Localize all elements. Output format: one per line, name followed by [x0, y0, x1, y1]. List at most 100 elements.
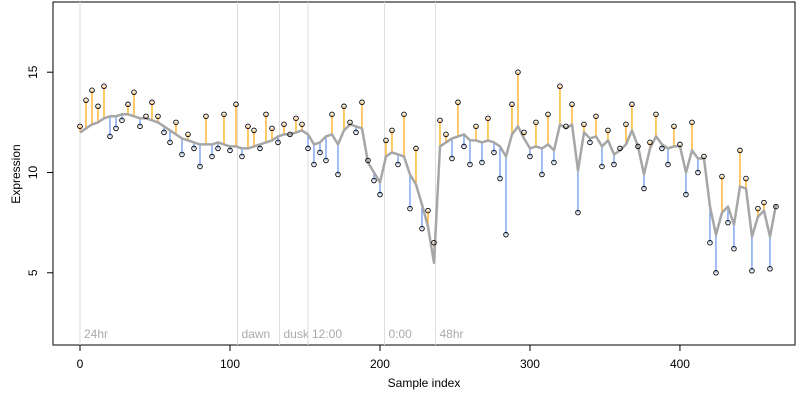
y-tick-label: 5	[26, 269, 40, 276]
point	[83, 97, 89, 104]
point	[611, 161, 617, 168]
point	[605, 127, 611, 134]
point	[731, 245, 737, 252]
point	[467, 161, 473, 168]
point	[227, 147, 233, 154]
point	[329, 111, 335, 118]
point	[221, 111, 227, 118]
point	[683, 191, 689, 198]
point	[539, 171, 545, 178]
point	[341, 103, 347, 110]
point	[563, 123, 569, 130]
point	[761, 199, 767, 206]
x-tick-label: 300	[520, 357, 540, 371]
event-label: 0:00	[388, 327, 412, 341]
point	[581, 121, 587, 128]
point	[437, 117, 443, 124]
point	[455, 99, 461, 106]
point	[401, 111, 407, 118]
point	[461, 143, 467, 150]
point	[665, 161, 671, 168]
point	[551, 159, 557, 166]
point	[527, 153, 533, 160]
point	[383, 137, 389, 144]
point	[317, 149, 323, 156]
point	[245, 123, 251, 130]
point	[101, 83, 107, 89]
point	[713, 270, 719, 276]
point	[365, 157, 371, 164]
point	[479, 159, 485, 166]
y-axis-label: Expression	[9, 144, 23, 203]
point	[743, 175, 749, 182]
point	[635, 143, 641, 150]
point	[263, 111, 269, 118]
point	[677, 141, 683, 148]
point	[407, 205, 413, 212]
point	[377, 191, 383, 198]
point	[419, 225, 425, 232]
point	[569, 101, 575, 108]
point	[575, 209, 581, 216]
point	[473, 123, 479, 130]
point	[173, 119, 179, 126]
point	[359, 99, 365, 106]
point	[107, 133, 113, 140]
point	[431, 239, 437, 246]
point	[599, 163, 605, 170]
point	[641, 185, 647, 192]
point	[695, 169, 701, 176]
point	[557, 83, 563, 89]
point	[119, 117, 125, 124]
x-tick-label: 200	[370, 357, 390, 371]
event-label: 24hr	[84, 327, 108, 341]
point	[623, 121, 629, 128]
point	[443, 131, 449, 138]
point	[701, 153, 707, 160]
point	[689, 119, 695, 126]
point	[191, 145, 197, 152]
point	[503, 231, 509, 238]
point	[521, 129, 527, 136]
point	[143, 113, 149, 120]
event-label: 12:00	[312, 327, 342, 341]
point	[77, 123, 83, 130]
point	[185, 131, 191, 138]
point	[587, 139, 593, 146]
point	[347, 119, 353, 126]
point	[149, 99, 155, 106]
x-tick-label: 0	[77, 357, 84, 371]
point	[671, 123, 677, 130]
point	[449, 155, 455, 162]
point	[491, 149, 497, 156]
point	[287, 131, 293, 138]
plot-frame	[52, 1, 796, 346]
point	[509, 101, 515, 108]
point	[425, 207, 431, 214]
point	[209, 153, 215, 160]
event-label: dusk	[283, 327, 309, 341]
point	[755, 205, 761, 212]
point	[371, 177, 377, 184]
point	[95, 103, 101, 110]
point	[257, 145, 263, 152]
point	[485, 115, 491, 122]
point	[545, 111, 551, 118]
fit-line	[79, 113, 778, 265]
point	[647, 139, 653, 146]
point	[167, 139, 173, 146]
point	[515, 69, 521, 75]
point	[305, 145, 311, 152]
point	[395, 161, 401, 168]
point	[533, 119, 539, 126]
point	[233, 101, 239, 108]
point	[629, 101, 635, 108]
point	[773, 203, 779, 210]
point	[269, 125, 275, 132]
point	[653, 111, 659, 118]
y-tick-label: 10	[26, 166, 40, 180]
point	[113, 125, 119, 132]
point	[353, 129, 359, 136]
point	[617, 145, 623, 152]
point	[335, 171, 341, 178]
